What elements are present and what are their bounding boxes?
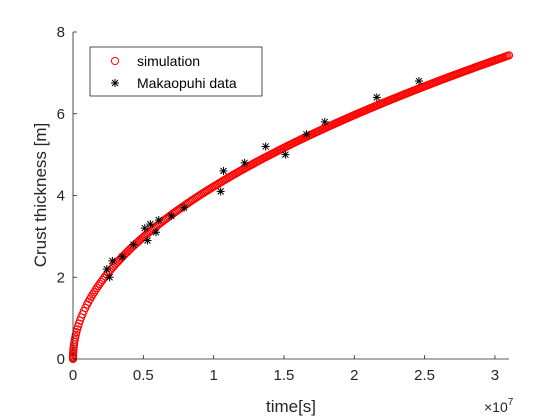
makaopuhi-point — [146, 220, 155, 229]
x-tick-label: 0.5 — [133, 367, 154, 384]
makaopuhi-point — [180, 203, 189, 212]
makaopuhi-point — [154, 216, 163, 225]
y-tick-label: 8 — [57, 24, 65, 41]
x-tick-label: 2.5 — [414, 367, 435, 384]
makaopuhi-point — [108, 256, 117, 265]
legend-box — [89, 46, 263, 97]
simulation-point — [119, 251, 128, 260]
x-tick-label: 2 — [350, 367, 358, 384]
makaopuhi-point — [414, 77, 423, 86]
x-tick-label: 1.5 — [274, 367, 295, 384]
legend: simulation Makaopuhi data — [89, 46, 263, 97]
x-exponent-label: ×107 — [484, 397, 514, 415]
simulation-point — [85, 295, 94, 304]
makaopuhi-point — [102, 265, 111, 274]
x-tick-label: 3 — [491, 367, 499, 384]
x-exponent-base: ×10 — [484, 399, 508, 415]
simulation-point — [113, 257, 123, 266]
simulation-point — [90, 288, 99, 297]
y-tick-label: 6 — [57, 106, 65, 123]
makaopuhi-point — [240, 158, 249, 167]
makaopuhi-point — [320, 117, 329, 126]
x-tick-label: 1 — [209, 367, 217, 384]
simulation-point — [112, 258, 121, 268]
makaopuhi-point — [129, 240, 138, 249]
makaopuhi-point — [219, 166, 228, 175]
makaopuhi-point — [118, 252, 127, 261]
makaopuhi-point — [167, 211, 176, 220]
makaopuhi-point — [281, 150, 290, 159]
legend-makaopuhi-marker — [111, 79, 119, 87]
makaopuhi-point — [105, 273, 114, 282]
y-axis-label: Crust thickness [m] — [31, 123, 50, 268]
legend-simulation-marker — [110, 56, 120, 66]
makaopuhi-series — [102, 77, 423, 282]
x-tick-label: 0 — [69, 367, 77, 384]
makaopuhi-point — [143, 236, 152, 245]
legend-simulation-label: simulation — [137, 53, 200, 69]
simulation-point — [122, 248, 131, 257]
makaopuhi-point — [261, 142, 270, 151]
makaopuhi-point — [372, 93, 381, 102]
makaopuhi-point — [140, 224, 149, 233]
simulation-point — [504, 51, 514, 60]
ticks: 0 0.5 1 1.5 2 2.5 3 0 2 4 6 8 — [57, 24, 499, 384]
legend-makaopuhi-label: Makaopuhi data — [137, 75, 237, 91]
y-tick-label: 0 — [57, 351, 65, 368]
y-tick-label: 4 — [57, 188, 65, 205]
makaopuhi-point — [302, 130, 311, 139]
simulation-point — [88, 290, 97, 299]
simulation-point — [123, 247, 132, 256]
simulation-point — [87, 292, 96, 301]
simulation-point — [171, 207, 180, 216]
simulation-point — [91, 285, 100, 295]
makaopuhi-point — [216, 187, 225, 196]
x-axis-label: time[s] — [266, 397, 316, 416]
simulation-point — [92, 283, 102, 293]
makaopuhi-point — [151, 228, 160, 237]
simulation-point — [120, 250, 130, 259]
chart-marks — [68, 51, 514, 364]
x-exponent-power: 7 — [508, 397, 514, 408]
y-tick-label: 2 — [57, 269, 65, 286]
